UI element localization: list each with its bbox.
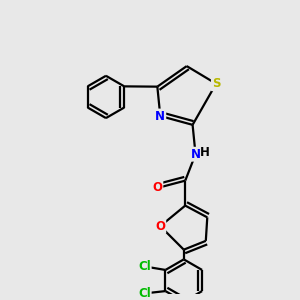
Text: Cl: Cl [138, 260, 151, 273]
Text: H: H [200, 146, 210, 159]
Text: N: N [190, 148, 200, 161]
Text: Cl: Cl [138, 287, 151, 300]
Text: N: N [155, 110, 165, 122]
Text: O: O [152, 182, 162, 194]
Text: S: S [212, 77, 220, 90]
Text: O: O [155, 220, 165, 233]
